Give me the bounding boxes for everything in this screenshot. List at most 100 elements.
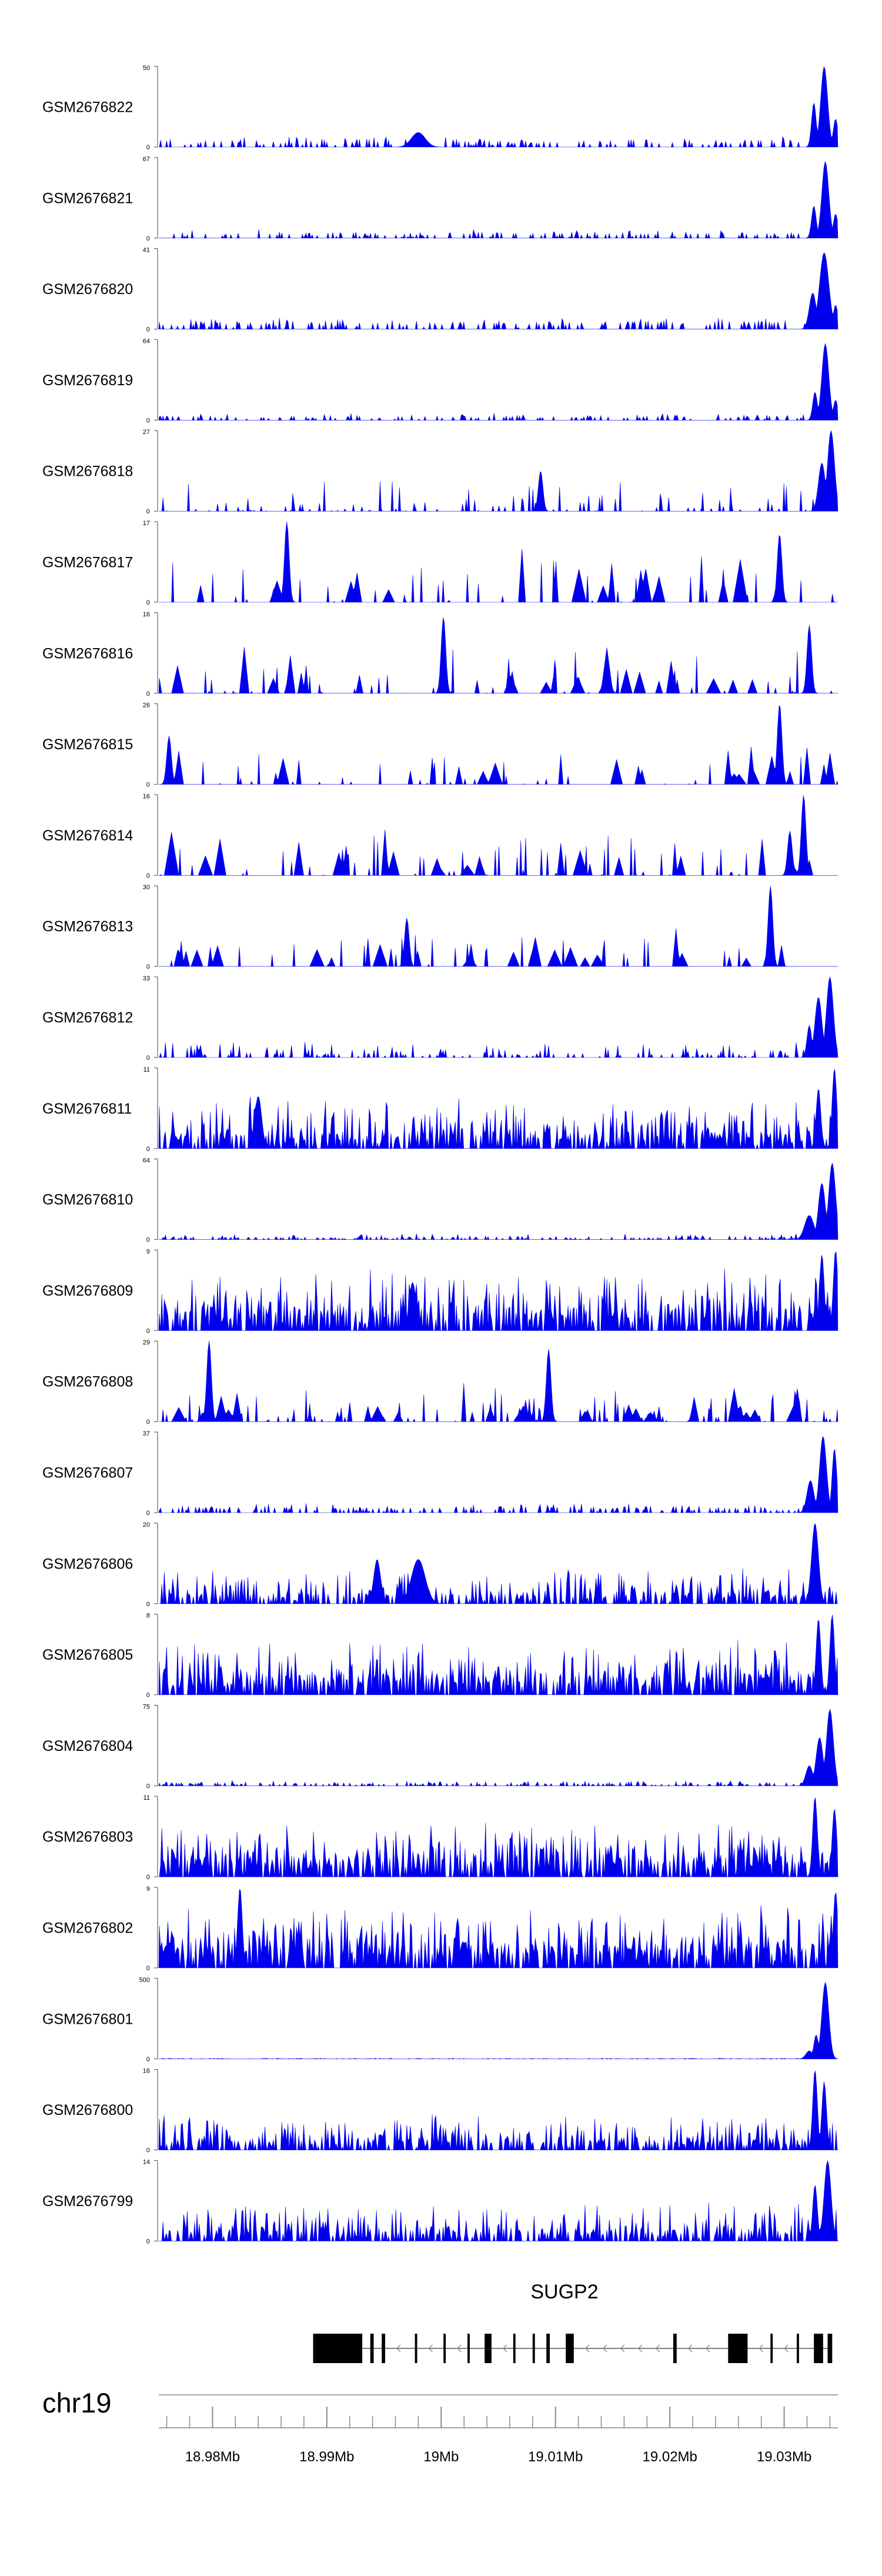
gene-exon (797, 2334, 799, 2363)
track-GSM2676816: GSM2676816 16 0 (42, 611, 838, 698)
strand-arrow (687, 2344, 693, 2353)
gene-exon (415, 2334, 417, 2363)
track-ymax-label: 41 (143, 247, 150, 254)
strand-arrow (759, 2344, 763, 2353)
track-label: GSM2676799 (42, 2193, 133, 2210)
track-label: GSM2676808 (42, 1374, 133, 1390)
coverage-area (159, 522, 838, 603)
coverage-area (159, 161, 838, 239)
track-ymin-label: 0 (146, 417, 150, 424)
track-ymin-label: 0 (146, 1419, 150, 1426)
coverage-area (159, 795, 838, 876)
track-GSM2676810: GSM2676810 64 0 (42, 1157, 838, 1244)
track-ymax-label: 33 (143, 975, 150, 982)
track-GSM2676821: GSM2676821 67 0 (42, 156, 838, 242)
track-ymax-label: 20 (143, 1521, 150, 1529)
track-label: GSM2676819 (42, 372, 133, 389)
strand-arrow (457, 2344, 462, 2353)
track-GSM2676814: GSM2676814 16 0 (42, 793, 838, 879)
track-GSM2676813: GSM2676813 30 0 (42, 884, 838, 970)
strand-arrow (584, 2344, 590, 2353)
coverage-area (158, 2070, 838, 2151)
track-ymin-label: 0 (146, 1965, 150, 1972)
coverage-area (158, 1709, 838, 1787)
gene-exon (546, 2334, 550, 2363)
track-ymax-label: 16 (143, 793, 150, 800)
coverage-area (159, 1162, 838, 1240)
track-label: GSM2676812 (42, 1010, 133, 1026)
track-GSM2676808: GSM2676808 29 0 (42, 1339, 838, 1426)
gene-exon (313, 2334, 363, 2363)
track-label: GSM2676820 (42, 281, 133, 298)
track-ymin-label: 0 (146, 1874, 150, 1881)
track-ymax-label: 75 (143, 1703, 150, 1710)
track-GSM2676811: GSM2676811 11 0 (42, 1066, 838, 1153)
track-ymin-label: 0 (146, 1146, 150, 1153)
gene-exon (728, 2334, 748, 2363)
track-GSM2676822: GSM2676822 50 0 (42, 65, 838, 151)
track-ymin-label: 0 (146, 2147, 150, 2154)
coverage-area (158, 617, 838, 694)
gene-annotation-track: SUGP2 (313, 2281, 833, 2363)
track-label: GSM2676801 (42, 2011, 133, 2027)
axis-tick-label: 19.02Mb (642, 2449, 697, 2465)
coverage-area (159, 1523, 838, 1604)
track-GSM2676800: GSM2676800 16 0 (42, 2068, 838, 2154)
track-ymin-label: 0 (146, 508, 150, 515)
track-ymax-label: 11 (143, 1794, 150, 1801)
track-GSM2676801: GSM2676801 500 0 (42, 1977, 838, 2063)
track-ymin-label: 0 (146, 1783, 150, 1790)
track-ymin-label: 0 (146, 1237, 150, 1244)
track-label: GSM2676813 (42, 919, 133, 935)
track-ymin-label: 0 (146, 782, 150, 789)
track-ymax-label: 50 (143, 65, 150, 72)
strand-arrow (655, 2344, 660, 2353)
track-label: GSM2676814 (42, 827, 133, 844)
axis-tick-label: 18.98Mb (185, 2449, 240, 2465)
coverage-area (159, 705, 838, 785)
track-ymin-label: 0 (146, 1055, 150, 1062)
axis-tick-label: 19.01Mb (528, 2449, 583, 2465)
track-label: GSM2676802 (42, 1920, 133, 1937)
coverage-area (158, 1069, 838, 1149)
gene-exon (513, 2334, 516, 2363)
coverage-area (158, 1888, 838, 1968)
track-label: GSM2676815 (42, 736, 133, 753)
track-label: GSM2676805 (42, 1647, 133, 1663)
coverage-area (158, 1251, 838, 1331)
gene-exon (532, 2334, 535, 2363)
strand-arrow (784, 2344, 789, 2353)
track-ymin-label: 0 (146, 1601, 150, 1608)
track-GSM2676807: GSM2676807 37 0 (42, 1430, 838, 1517)
track-ymax-label: 16 (143, 611, 150, 618)
coverage-area (158, 1614, 838, 1695)
track-GSM2676820: GSM2676820 41 0 (42, 247, 838, 333)
strand-arrow (637, 2344, 643, 2353)
gene-exon (814, 2334, 823, 2363)
track-ymin-label: 0 (146, 690, 150, 698)
track-ymax-label: 14 (143, 2158, 150, 2165)
strand-arrow (602, 2344, 607, 2353)
track-ymax-label: 17 (143, 520, 150, 527)
strand-arrow (396, 2344, 401, 2353)
track-label: GSM2676804 (42, 1738, 133, 1754)
track-ymin-label: 0 (146, 326, 150, 333)
track-ymax-label: 500 (139, 1977, 150, 1984)
track-ymin-label: 0 (146, 1327, 150, 1334)
track-label: GSM2676818 (42, 463, 133, 480)
track-ymin-label: 0 (146, 235, 150, 242)
track-ymax-label: 64 (143, 338, 150, 345)
axis-tick-label: 19.03Mb (757, 2449, 811, 2465)
gene-exon (770, 2334, 773, 2363)
track-label: GSM2676816 (42, 645, 133, 662)
axis-tick-label: 18.99Mb (299, 2449, 354, 2465)
track-label: GSM2676821 (42, 190, 133, 206)
coverage-area (158, 1436, 838, 1514)
track-GSM2676812: GSM2676812 33 0 (42, 975, 838, 1062)
track-label: GSM2676822 (42, 99, 133, 116)
coverage-area (159, 1797, 838, 1877)
coverage-area (159, 430, 838, 512)
chromosome-label: chr19 (42, 2387, 112, 2418)
track-label: GSM2676806 (42, 1556, 133, 1572)
